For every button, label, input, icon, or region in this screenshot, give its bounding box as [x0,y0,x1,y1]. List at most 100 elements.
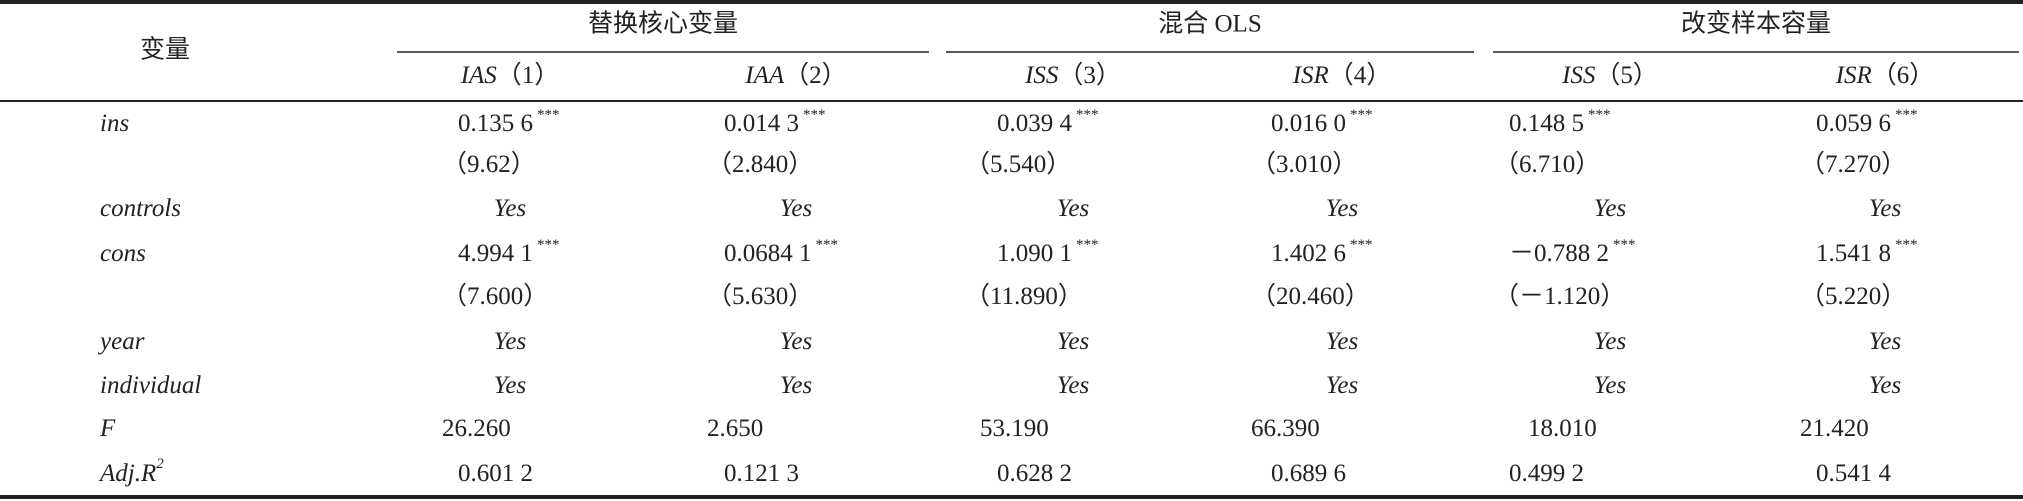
cell: Yes [1057,195,1089,222]
cell: Yes [780,195,812,222]
cell-text: 0.0684 1 [724,240,812,267]
cell-text: Yes [1057,328,1089,355]
row-label-text: Adj.R [98,460,156,487]
cell-text: Yes [1594,195,1626,222]
cell: 0.059 6 *** [1816,107,1918,136]
cell-stars: *** [1076,107,1099,123]
cell-text: 0.541 4 [1816,460,1892,487]
cell-stars: *** [1350,107,1373,123]
cell: Yes [1057,372,1089,399]
cell-text: 66.390 [1251,415,1320,442]
cell-text: Yes [1869,328,1901,355]
cell: 2.650 [707,415,763,442]
cell: （5.220） [1800,282,1906,310]
column-var: ISS [1024,62,1059,89]
row-label: F [99,415,116,442]
cell: 0.014 3 *** [724,107,826,136]
column-var: ISS [1561,62,1596,89]
column-header: IAS（1） [460,61,560,89]
group-header: 替换核心变量 [588,10,738,38]
cell-text: （7.270） [1800,150,1906,178]
cell-text: （6.710） [1494,150,1600,178]
cell-text: Yes [1326,328,1358,355]
cell: Yes [1594,372,1626,399]
cell: （20.460） [1251,282,1370,310]
row-label-text: controls [100,195,181,222]
cell-text: Yes [1057,195,1089,222]
column-num: （6） [1872,61,1935,89]
cell: 1.090 1 *** [997,237,1099,266]
group-header: 改变样本容量 [1681,10,1831,38]
cell-text: （2.840） [707,150,813,178]
cell-stars: *** [537,237,560,253]
column-var: ISR [1292,62,1329,89]
cell-text: Yes [1057,372,1089,399]
cell-text: 1.541 8 [1816,240,1891,267]
column-num: （4） [1329,61,1392,89]
cell: Yes [1869,195,1901,222]
cell-text: （7.600） [442,282,548,310]
cell-text: 0.689 6 [1271,460,1346,487]
cell: 1.541 8 *** [1816,237,1918,266]
cell: 0.689 6 [1271,460,1346,487]
cell-text: Yes [1326,195,1358,222]
cell: 0.628 2 [997,460,1072,487]
cell-stars: *** [1895,237,1918,253]
cell-text: 4.994 1 [458,240,533,267]
column-header: ISR（4） [1292,61,1392,89]
row-label: year [97,328,145,355]
cell: 0.0684 1 *** [724,237,838,266]
cell-text: （5.540） [965,150,1071,178]
cell-text: Yes [780,372,812,399]
cell-text: 0.121 3 [724,460,799,487]
cell-text: 26.260 [442,415,511,442]
cell: （－1.120） [1494,282,1625,310]
cell: Yes [1869,328,1901,355]
cell-text: Yes [494,372,526,399]
cell-text: Yes [494,328,526,355]
row-label-text: F [99,415,116,442]
cell: 0.541 4 [1816,460,1892,487]
cell-text: 53.190 [980,415,1049,442]
cell-text: 1.090 1 [997,240,1072,267]
cell-text: （11.890） [965,282,1083,310]
cell-text: 0.148 5 [1509,110,1584,137]
cell: 21.420 [1800,415,1869,442]
cell: Yes [1869,372,1901,399]
cell: 0.135 6 *** [458,107,560,136]
row-label: individual [100,372,201,399]
row-label-header: 变量 [140,36,190,64]
cell: Yes [1594,328,1626,355]
cell: （2.840） [707,150,813,178]
cell: （3.010） [1251,150,1357,178]
row-label-text: ins [100,110,129,137]
cell-text: Yes [1869,372,1901,399]
column-header: IAA（2） [744,61,846,89]
column-header: ISS（3） [1024,61,1121,89]
column-var: IAA [744,62,785,89]
column-var: IAS [460,62,498,89]
column-num: （3） [1058,61,1121,89]
cell-stars: *** [1350,237,1373,253]
cell: 0.016 0 *** [1271,107,1373,136]
row-label: ins [100,110,129,137]
cell-stars: *** [537,107,560,123]
cell: Yes [1326,372,1358,399]
row-label: cons [100,240,146,267]
cell: 0.499 2 [1509,460,1584,487]
cell: （7.600） [442,282,548,310]
cell: （7.270） [1800,150,1906,178]
cell-text: 0.499 2 [1509,460,1584,487]
cell: Yes [1326,195,1358,222]
row-label: Adj.R2 [98,456,164,486]
cell: Yes [780,328,812,355]
column-var: ISR [1835,62,1872,89]
cell: Yes [494,328,526,355]
group-header: 混合 OLS [1158,10,1261,38]
cell-text: Yes [780,328,812,355]
column-num: （1） [497,61,560,89]
cell: 0.039 4 *** [997,107,1099,136]
cell-text: （9.62） [442,150,536,178]
cell-text: Yes [494,195,526,222]
